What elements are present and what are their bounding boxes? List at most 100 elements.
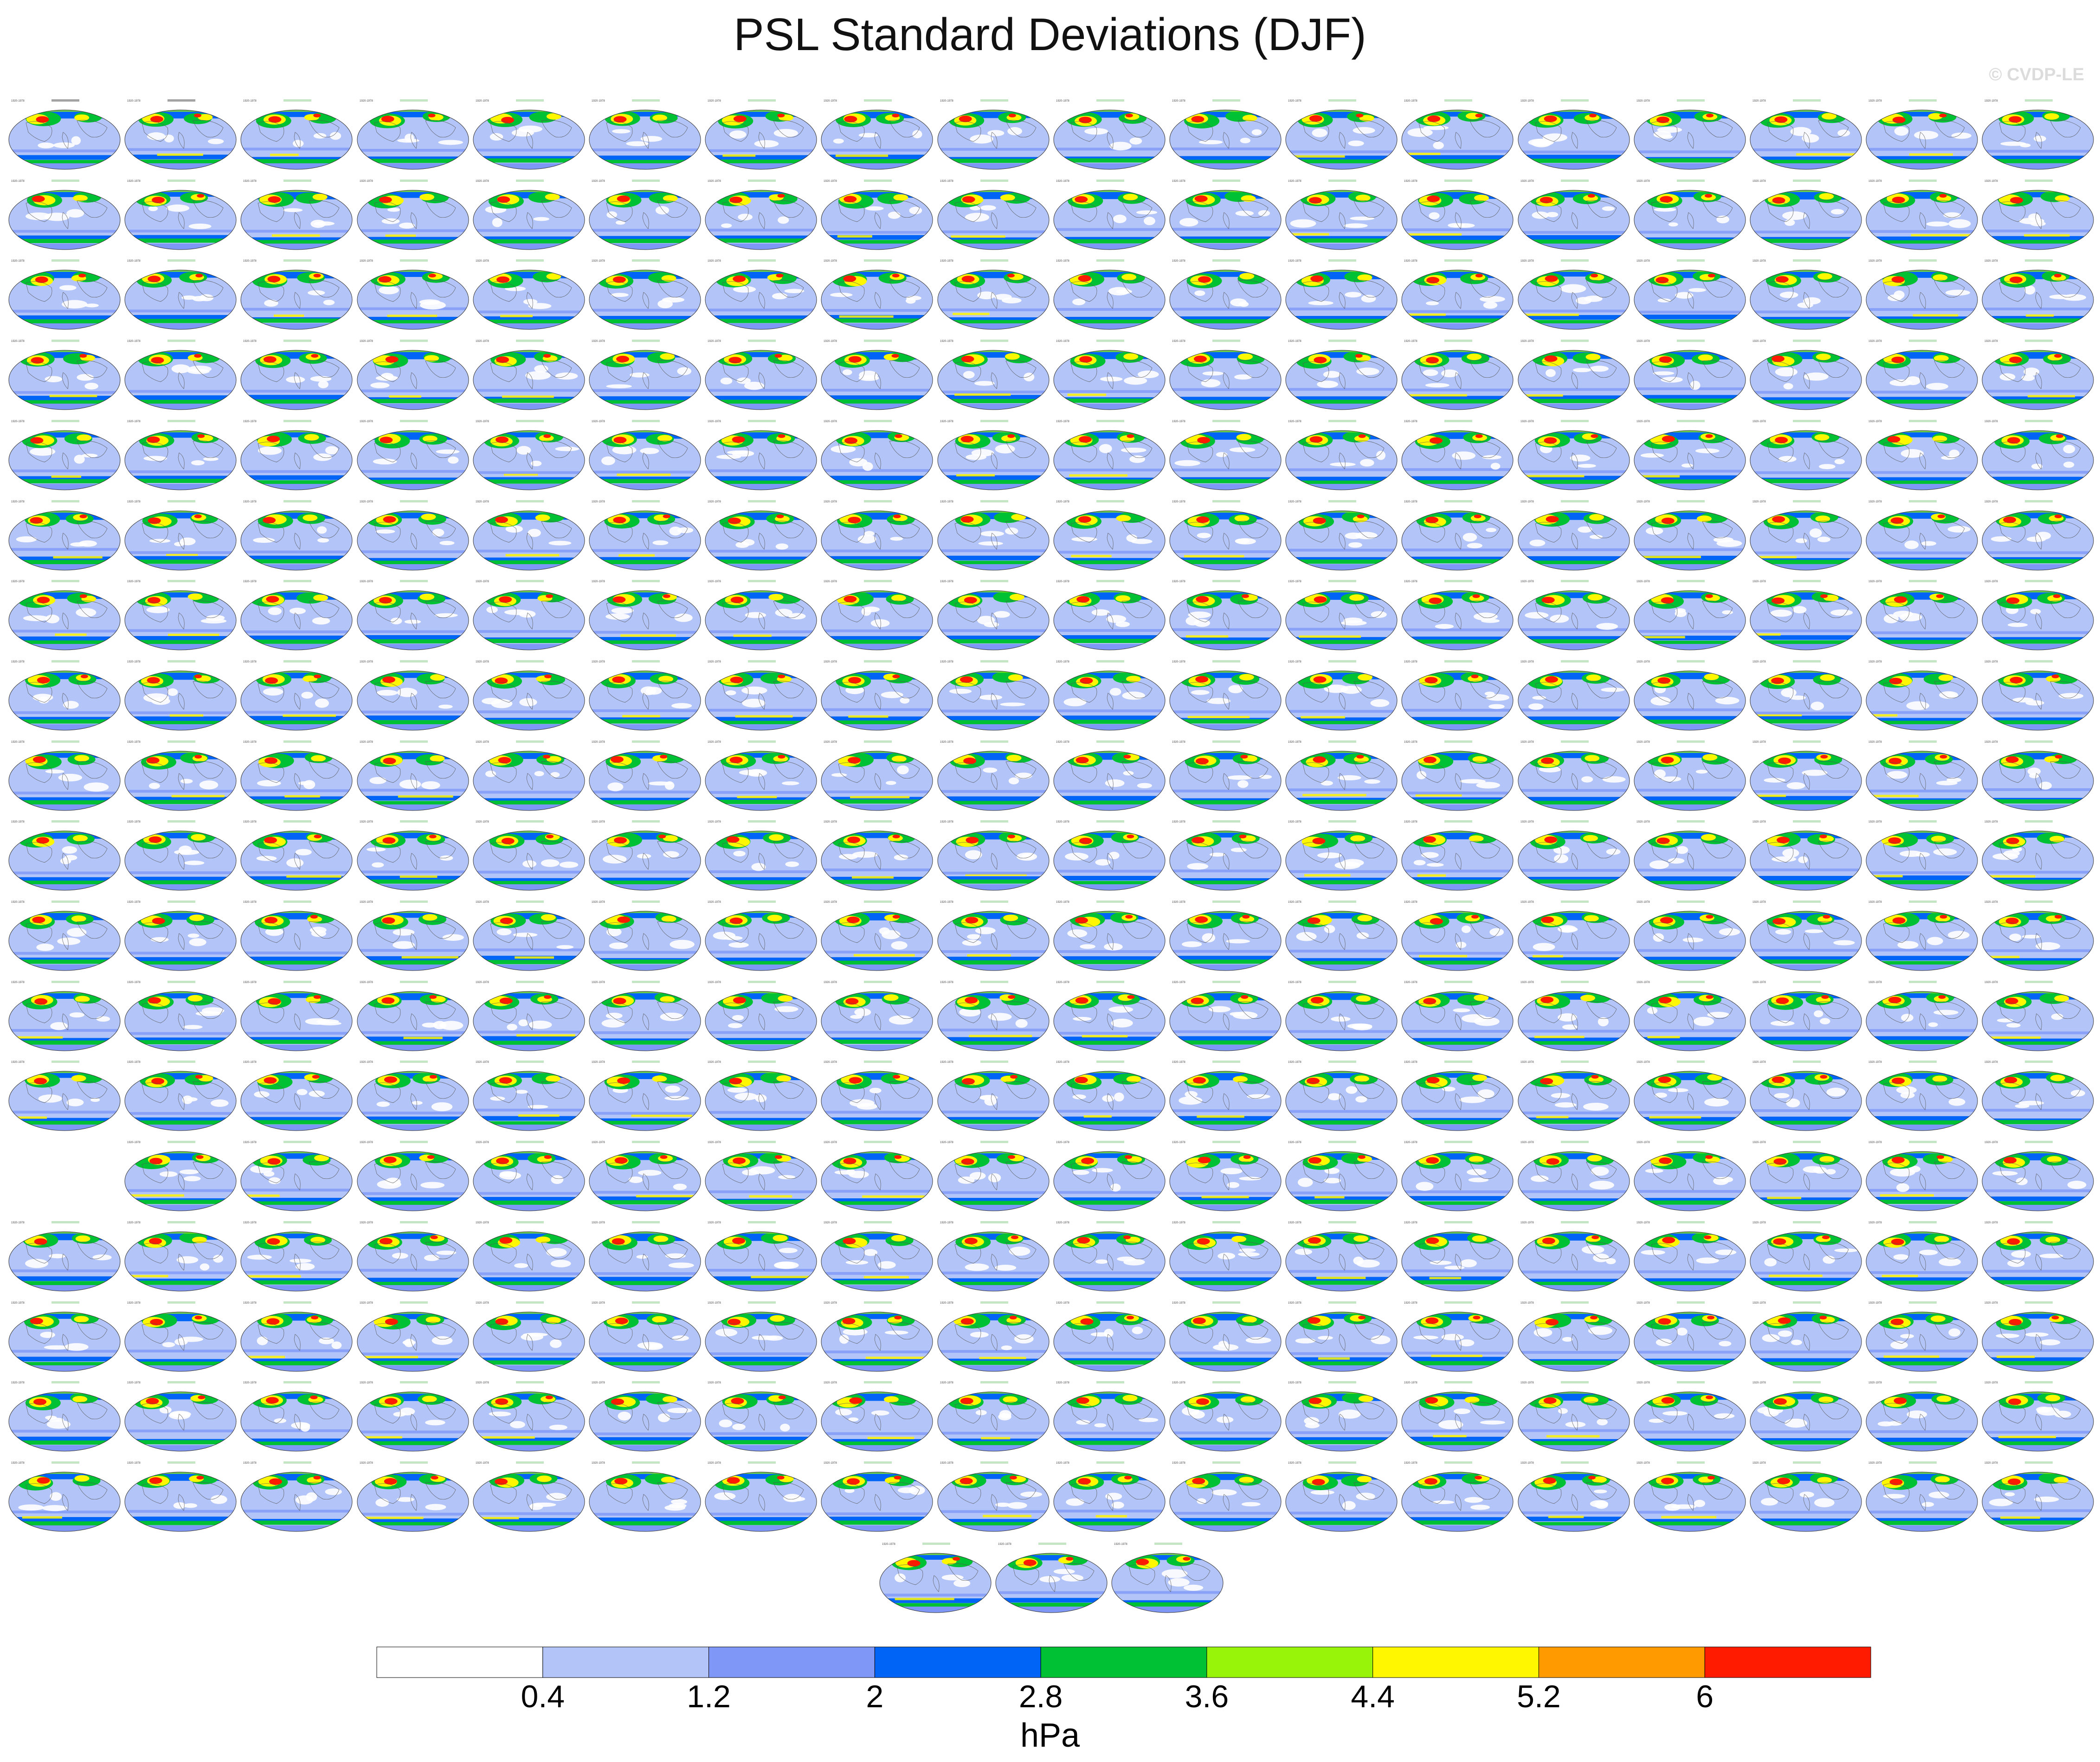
map-panel: 1920-1978 (1400, 1297, 1514, 1379)
map-panel: 1920-1978 (820, 496, 934, 578)
svg-text:1920-1978: 1920-1978 (1288, 501, 1301, 503)
map-panel: 1920-1978 (1633, 95, 1747, 177)
map-panel: 1920-1978 (472, 335, 586, 417)
map-panel: 1920-1978 (588, 1297, 702, 1379)
svg-text:1920-1978: 1920-1978 (127, 741, 141, 744)
svg-text:1920-1978: 1920-1978 (1404, 981, 1417, 984)
map-panel: 1920-1978 (588, 816, 702, 898)
svg-text:1920-1978: 1920-1978 (708, 661, 721, 663)
map-panel: 1920-1978 (1981, 1137, 2095, 1218)
map-panel: 1920-1978 (1168, 977, 1282, 1058)
watermark: © CVDP-LE (1989, 65, 2084, 84)
svg-text:1920-1978: 1920-1978 (1288, 420, 1301, 423)
svg-text:1920-1978: 1920-1978 (1636, 821, 1650, 823)
svg-text:1920-1978: 1920-1978 (360, 580, 373, 583)
map-panel: 1920-1978 (1749, 335, 1863, 417)
svg-text:1920-1978: 1920-1978 (1636, 340, 1650, 343)
map-panel: 1920-1978 (1981, 1056, 2095, 1138)
map-panel: 1920-1978 (1052, 736, 1166, 818)
map-panel: 1920-1978 (7, 95, 122, 177)
map-panel: 1920-1978 (1517, 496, 1631, 578)
svg-text:1920-1978: 1920-1978 (1868, 100, 1882, 103)
map-panel: 1920-1978 (356, 576, 470, 657)
map-panel: 1920-1978 (356, 1457, 470, 1539)
svg-text:1920-1978: 1920-1978 (476, 661, 489, 663)
map-panel: 1920-1978 (1110, 1538, 1224, 1620)
map-panel: 1920-1978 (1865, 736, 1979, 818)
map-panel: 1920-1978 (704, 576, 818, 657)
map-panel: 1920-1978 (1981, 977, 2095, 1058)
map-panel: 1920-1978 (356, 175, 470, 257)
svg-text:1920-1978: 1920-1978 (708, 580, 721, 583)
map-panel: 1920-1978 (1052, 1377, 1166, 1459)
map-panel: 1920-1978 (1168, 1457, 1282, 1539)
map-panel: 1920-1978 (239, 95, 354, 177)
svg-text:1920-1978: 1920-1978 (940, 180, 953, 183)
map-panel: 1920-1978 (1284, 95, 1398, 177)
svg-text:1920-1978: 1920-1978 (1752, 821, 1766, 823)
map-panel: 1920-1978 (123, 496, 238, 578)
map-panel: 1920-1978 (1633, 335, 1747, 417)
svg-text:1920-1978: 1920-1978 (1288, 180, 1301, 183)
svg-text:1920-1978: 1920-1978 (127, 661, 141, 663)
map-panel: 1920-1978 (1981, 416, 2095, 497)
svg-text:1920-1978: 1920-1978 (1868, 901, 1882, 904)
map-panel: 1920-1978 (356, 416, 470, 497)
map-panel: 1920-1978 (1052, 95, 1166, 177)
map-panel: 1920-1978 (1400, 335, 1514, 417)
svg-text:1920-1978: 1920-1978 (592, 501, 605, 503)
svg-text:1920-1978: 1920-1978 (708, 420, 721, 423)
map-panel: 1920-1978 (1981, 896, 2095, 978)
svg-text:1920-1978: 1920-1978 (127, 501, 141, 503)
map-panel: 1920-1978 (1168, 496, 1282, 578)
map-panel: 1920-1978 (1981, 736, 2095, 818)
map-panel: 1920-1978 (936, 1217, 1050, 1299)
svg-text:1920-1978: 1920-1978 (1868, 501, 1882, 503)
map-panel: 1920-1978 (704, 496, 818, 578)
map-panel: 1920-1978 (1633, 656, 1747, 738)
map-panel: 1920-1978 (356, 656, 470, 738)
svg-text:1920-1978: 1920-1978 (1172, 580, 1185, 583)
map-panel: 1920-1978 (123, 416, 238, 497)
svg-text:1920-1978: 1920-1978 (476, 180, 489, 183)
svg-text:1920-1978: 1920-1978 (1752, 260, 1766, 263)
map-panel: 1920-1978 (1865, 1056, 1979, 1138)
svg-text:1920-1978: 1920-1978 (360, 420, 373, 423)
svg-text:1920-1978: 1920-1978 (127, 260, 141, 263)
svg-text:1920-1978: 1920-1978 (1056, 661, 1069, 663)
svg-text:1920-1978: 1920-1978 (824, 340, 837, 343)
map-panel: 1920-1978 (1517, 1137, 1631, 1218)
svg-text:1920-1978: 1920-1978 (1868, 180, 1882, 183)
svg-text:1920-1978: 1920-1978 (824, 180, 837, 183)
map-panel: 1920-1978 (1865, 496, 1979, 578)
map-panel: 1920-1978 (704, 255, 818, 337)
map-panel: 1920-1978 (1865, 816, 1979, 898)
svg-text:1920-1978: 1920-1978 (1520, 100, 1534, 103)
map-panel: 1920-1978 (7, 255, 122, 337)
map-panel: 1920-1978 (1749, 1217, 1863, 1299)
map-panel: 1920-1978 (239, 736, 354, 818)
svg-text:1920-1978: 1920-1978 (360, 901, 373, 904)
svg-text:1920-1978: 1920-1978 (1636, 100, 1650, 103)
svg-text:1920-1978: 1920-1978 (1520, 501, 1534, 503)
map-panel: 1920-1978 (1981, 255, 2095, 337)
svg-text:1920-1978: 1920-1978 (1984, 180, 1998, 183)
svg-text:1920-1978: 1920-1978 (592, 180, 605, 183)
svg-text:1920-1978: 1920-1978 (127, 580, 141, 583)
map-panel: 1920-1978 (704, 175, 818, 257)
map-panel: 1920-1978 (1052, 576, 1166, 657)
map-panel: 1920-1978 (994, 1538, 1108, 1620)
map-panel: 1920-1978 (820, 576, 934, 657)
map-panel: 1920-1978 (7, 1457, 122, 1539)
svg-text:1920-1978: 1920-1978 (1288, 741, 1301, 744)
svg-text:1920-1978: 1920-1978 (1404, 741, 1417, 744)
map-panel: 1920-1978 (356, 977, 470, 1058)
map-panel: 1920-1978 (820, 335, 934, 417)
map-panel: 1920-1978 (1633, 1377, 1747, 1459)
map-panel: 1920-1978 (1749, 656, 1863, 738)
map-panel: 1920-1978 (588, 977, 702, 1058)
map-panel: 1920-1978 (936, 496, 1050, 578)
map-panel: 1920-1978 (1400, 175, 1514, 257)
map-panel: 1920-1978 (588, 335, 702, 417)
